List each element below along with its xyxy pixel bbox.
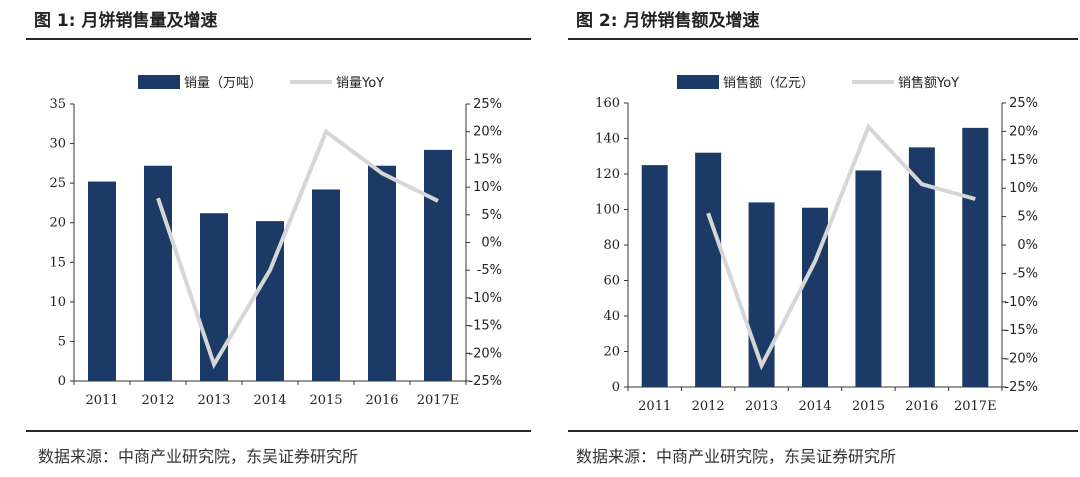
bar: [695, 152, 722, 387]
right-tick-label: -10%: [1004, 295, 1038, 310]
x-tick-label: 2013: [197, 393, 230, 408]
right-tick-label: -5%: [1013, 266, 1038, 281]
left-tick-label: 120: [595, 167, 620, 182]
figure-2-top-rule: [568, 38, 1078, 40]
left-tick-label: 20: [603, 345, 620, 360]
x-tick-label: 2014: [798, 399, 831, 414]
bar: [424, 149, 452, 381]
right-tick-label: -25%: [1004, 380, 1038, 395]
left-tick-label: 35: [49, 97, 66, 112]
x-tick-label: 2011: [638, 399, 671, 414]
right-tick-label: 10%: [473, 180, 502, 195]
x-tick-label: 2017E: [417, 393, 460, 408]
bar: [641, 165, 668, 387]
figure-2-title: 图 2: 月饼销售额及增速: [576, 11, 760, 31]
x-tick-label: 2015: [309, 393, 342, 408]
x-tick-label: 2011: [85, 393, 118, 408]
x-tick-label: 2013: [745, 399, 778, 414]
left-tick-label: 80: [603, 238, 620, 253]
right-tick-label: 15%: [473, 152, 502, 167]
left-tick-label: 40: [603, 309, 620, 324]
left-tick-label: 25: [49, 176, 66, 191]
legend-line-label: 销量YoY: [336, 76, 384, 91]
figure-2-source: 数据来源：中商产业研究院，东吴证券研究所: [576, 447, 897, 466]
figure-2-bottom-rule: [568, 430, 1078, 432]
bar: [88, 181, 116, 381]
left-tick-label: 100: [595, 203, 620, 218]
x-tick-label: 2012: [141, 393, 174, 408]
yoy-line: [156, 128, 439, 370]
x-tick-label: 2017E: [954, 399, 997, 414]
right-tick-label: 20%: [1009, 124, 1038, 139]
right-tick-label: 0%: [481, 236, 502, 251]
right-tick-label: 15%: [1009, 153, 1038, 168]
right-tick-label: 5%: [481, 208, 502, 223]
right-tick-label: 0%: [1017, 238, 1038, 253]
bar: [855, 170, 882, 387]
figure-1-top-rule: [26, 38, 531, 40]
legend-bar-swatch: [677, 75, 719, 89]
right-tick-label: -5%: [477, 263, 502, 278]
left-tick-label: 140: [595, 132, 620, 147]
right-tick-label: 25%: [473, 97, 502, 112]
left-tick-label: 30: [49, 137, 66, 152]
x-tick-label: 2012: [692, 399, 725, 414]
left-tick-label: 10: [49, 295, 66, 310]
right-tick-label: 25%: [1009, 96, 1038, 111]
x-tick-label: 2014: [253, 393, 286, 408]
right-tick-label: -15%: [1004, 323, 1038, 338]
left-tick-label: 160: [595, 96, 620, 111]
legend-bar-swatch: [138, 75, 180, 89]
x-tick-label: 2015: [852, 399, 885, 414]
x-tick-label: 2016: [905, 399, 938, 414]
left-tick-label: 20: [49, 216, 66, 231]
bar: [144, 165, 172, 381]
figure-1-title: 图 1: 月饼销售量及增速: [34, 11, 218, 31]
bar: [748, 202, 775, 387]
figure-2: 图 2: 月饼销售额及增速 0 20 40 60 80 100 120 140 160 -25% -…: [550, 0, 1080, 477]
legend-bar-label: 销量（万吨）: [184, 76, 262, 91]
left-tick-label: 0: [58, 374, 66, 389]
right-tick-label: -10%: [468, 291, 502, 306]
bar: [312, 189, 340, 381]
left-tick-label: 15: [49, 255, 66, 270]
right-tick-label: -20%: [1004, 352, 1038, 367]
left-tick-label: 60: [603, 274, 620, 289]
bar: [200, 213, 228, 381]
figure-1-bottom-rule: [26, 430, 531, 432]
bar: [962, 127, 989, 387]
x-tick-label: 2016: [365, 393, 398, 408]
legend-line-label: 销售额YoY: [898, 75, 959, 91]
right-tick-label: 10%: [1009, 181, 1038, 196]
right-tick-label: 5%: [1017, 210, 1038, 225]
legend-bar-label: 销售额（亿元）: [723, 75, 814, 91]
figure-1: 图 1: 月饼销售量及增速 0 5 10 15 20 25 30 35 -25% -20% -15%…: [26, 11, 531, 466]
right-tick-label: 20%: [473, 125, 502, 140]
right-tick-label: -20%: [468, 346, 502, 361]
left-tick-label: 5: [58, 334, 66, 349]
left-tick-label: 0: [612, 380, 620, 395]
figure-1-chart: 0 5 10 15 20 25 30 35 -25% -20% -15% -10% -5% 0% 5% 10%…: [49, 75, 502, 408]
right-tick-label: -15%: [468, 319, 502, 334]
figure-1-source: 数据来源：中商产业研究院，东吴证券研究所: [38, 447, 359, 466]
bar: [368, 165, 396, 381]
figure-2-chart: 0 20 40 60 80 100 120 140 160 -25% -20% -15% -10% -5%…: [595, 75, 1038, 414]
right-tick-label: -25%: [468, 374, 502, 389]
yoy-line: [706, 123, 976, 371]
